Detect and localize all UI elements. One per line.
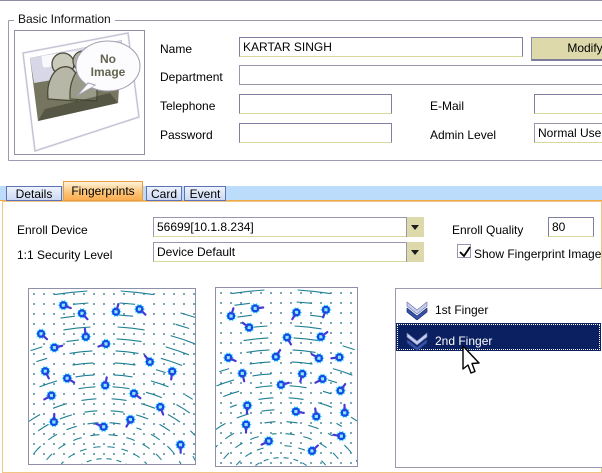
svg-text:No: No	[100, 52, 116, 66]
svg-text:Image: Image	[91, 65, 126, 79]
